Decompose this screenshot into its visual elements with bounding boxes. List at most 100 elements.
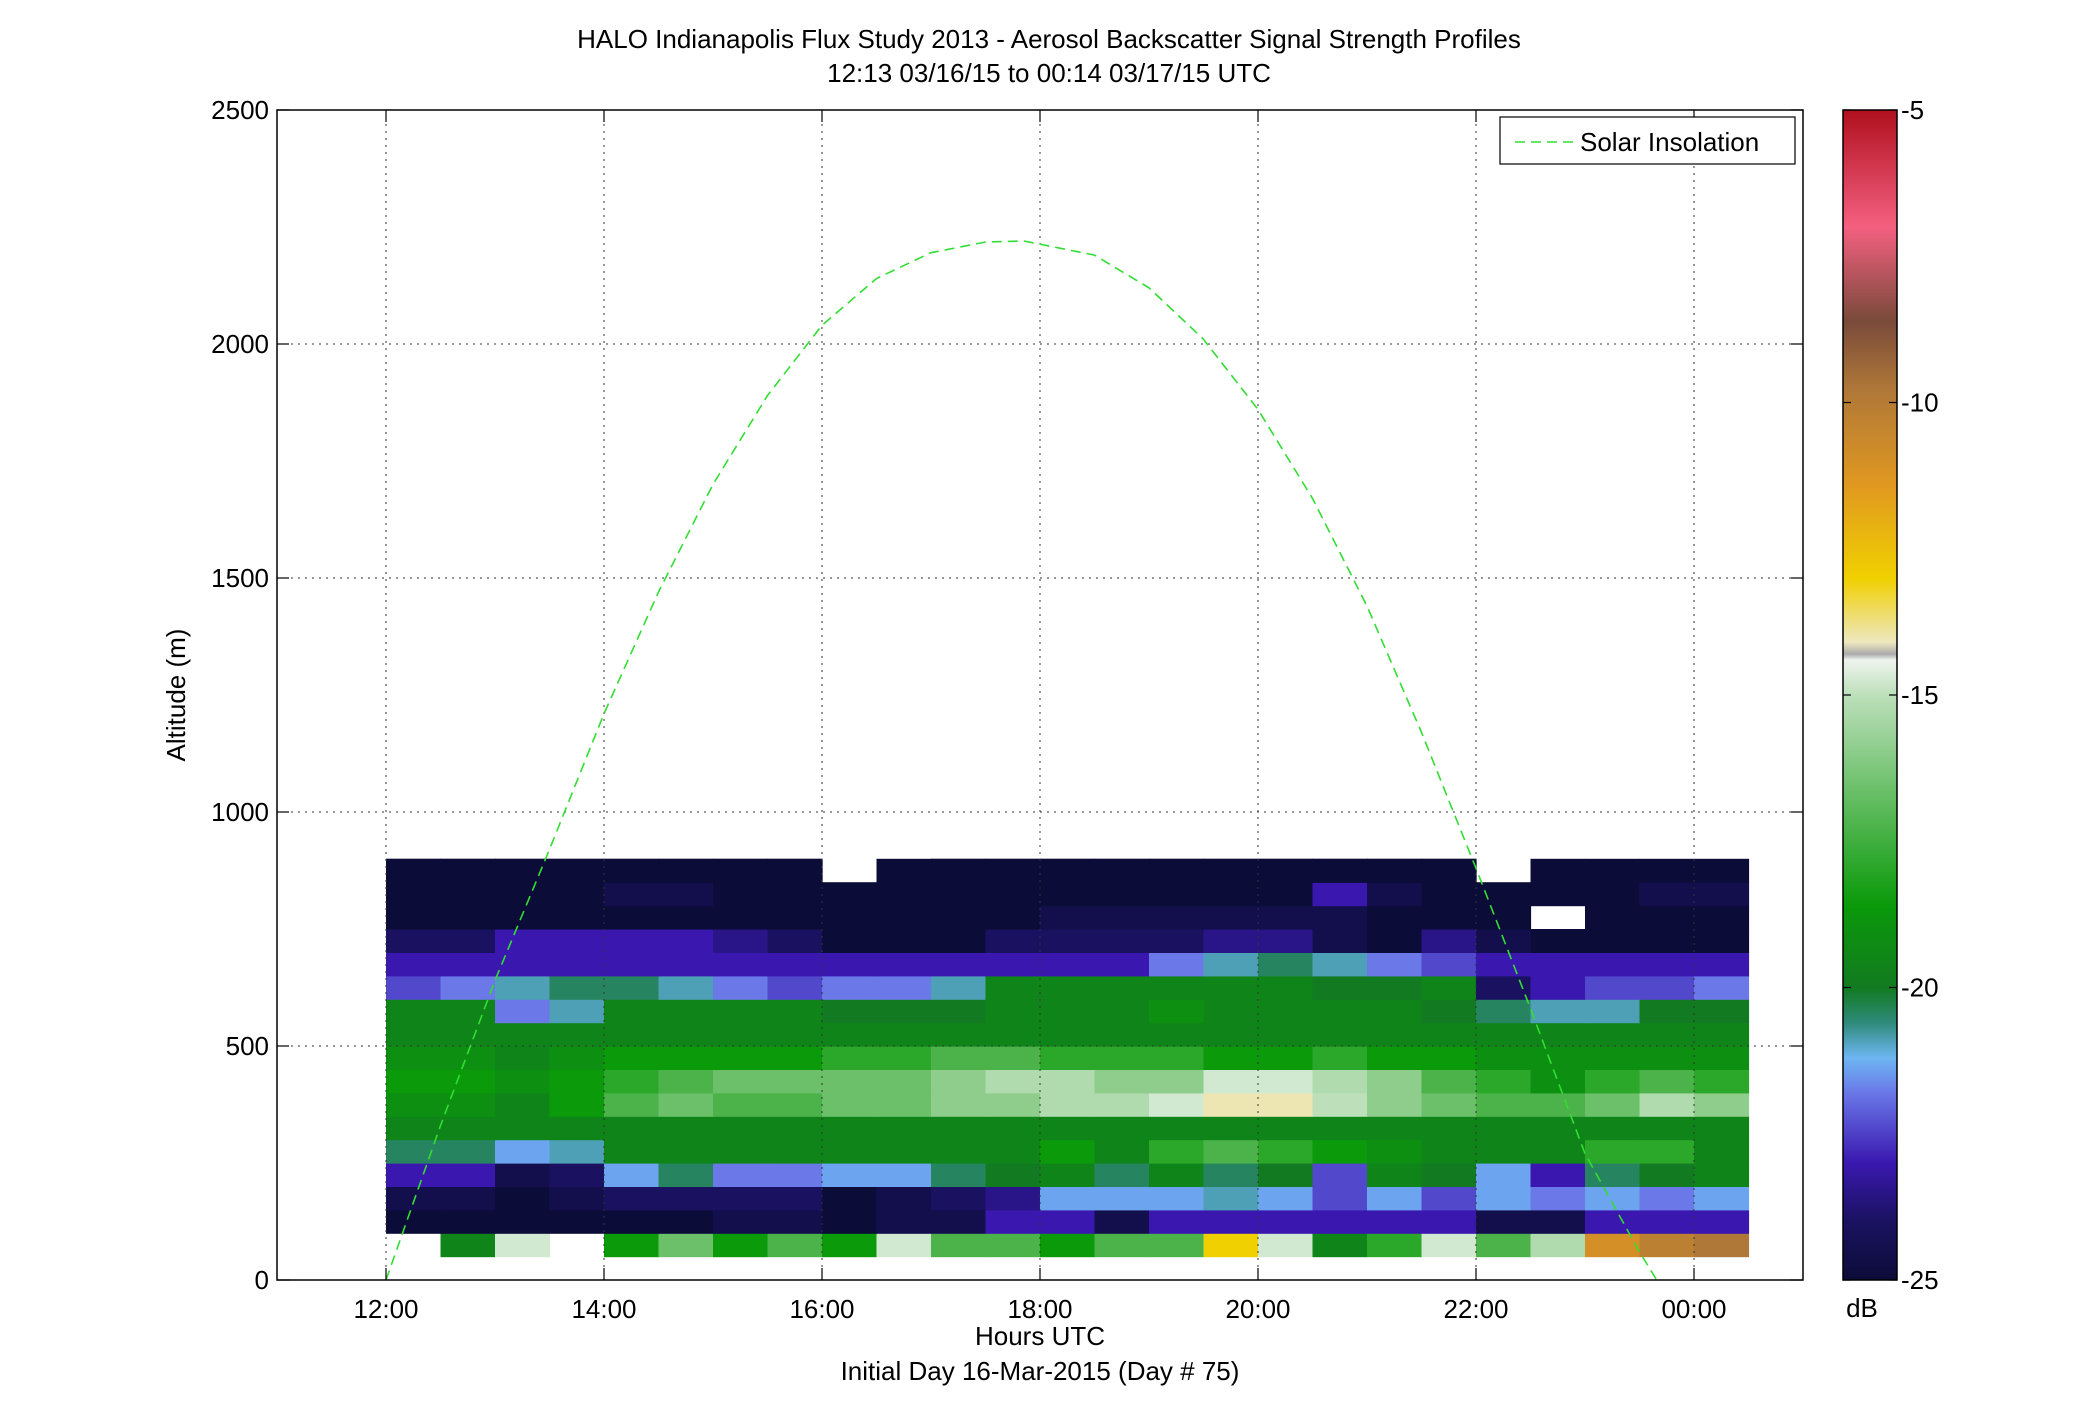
heatmap-cell <box>822 882 878 907</box>
heatmap-cell <box>1258 999 1314 1024</box>
heatmap-cell <box>1203 858 1259 883</box>
heatmap-cell <box>1476 1092 1532 1117</box>
heatmap-cell <box>1367 1233 1423 1258</box>
heatmap-cell <box>1203 1139 1259 1164</box>
heatmap-cell <box>1149 1233 1205 1258</box>
heatmap-cell <box>1639 858 1695 883</box>
heatmap-cell <box>658 1116 714 1141</box>
heatmap-cell <box>713 1186 769 1211</box>
heatmap-cell <box>1312 1139 1368 1164</box>
heatmap-cell <box>1367 858 1423 883</box>
heatmap-cell <box>1367 1116 1423 1141</box>
heatmap-cell <box>386 975 442 1000</box>
heatmap-cell <box>713 1209 769 1234</box>
heatmap-cell <box>713 1163 769 1187</box>
heatmap-cell <box>1312 999 1368 1024</box>
heatmap-cell <box>495 929 551 953</box>
heatmap-cell <box>1094 929 1150 953</box>
heatmap-cell <box>1312 1186 1368 1211</box>
heatmap-cell <box>1040 1069 1096 1094</box>
heatmap-cell <box>985 1209 1041 1234</box>
y-axis-label: Altitude (m) <box>161 629 191 762</box>
heatmap-cell <box>1476 1209 1532 1234</box>
heatmap-cell <box>985 1092 1041 1117</box>
heatmap-cell <box>1694 1209 1750 1234</box>
heatmap-cell <box>931 1069 987 1094</box>
heatmap-cell <box>985 929 1041 953</box>
heatmap-cell <box>1694 882 1750 907</box>
heatmap-cell <box>549 1022 605 1047</box>
heatmap-cell <box>767 1022 823 1047</box>
heatmap-cell <box>1530 952 1586 977</box>
heatmap-cell <box>1149 1186 1205 1211</box>
heatmap-cell <box>1421 975 1477 1000</box>
heatmap-cell <box>1312 1046 1368 1070</box>
heatmap-cell <box>1149 1139 1205 1164</box>
heatmap-cell <box>1312 929 1368 953</box>
heatmap-cell <box>1040 952 1096 977</box>
legend-label-solar: Solar Insolation <box>1580 127 1759 157</box>
heatmap-cell <box>1476 1046 1532 1070</box>
heatmap-cell <box>1585 882 1641 907</box>
heatmap-cell <box>985 952 1041 977</box>
y-tick-label: 2000 <box>211 329 269 359</box>
heatmap-cell <box>1040 1186 1096 1211</box>
heatmap-cell <box>713 1069 769 1094</box>
heatmap-cell <box>549 858 605 883</box>
heatmap-cell <box>713 999 769 1024</box>
heatmap-cell <box>1203 1163 1259 1187</box>
heatmap-cell <box>876 952 932 977</box>
heatmap-cell <box>604 929 660 953</box>
heatmap-cell <box>1040 1139 1096 1164</box>
heatmap-cell <box>386 882 442 907</box>
heatmap-cell <box>1639 1209 1695 1234</box>
heatmap-cell <box>985 1233 1041 1258</box>
heatmap-cell <box>876 929 932 953</box>
heatmap-cell <box>495 1139 551 1164</box>
heatmap-cell <box>440 1163 496 1187</box>
heatmap-cell <box>1639 1046 1695 1070</box>
heatmap-cell <box>1040 858 1096 883</box>
heatmap-cell <box>1421 929 1477 953</box>
heatmap-cell <box>1694 929 1750 953</box>
heatmap-cell <box>822 1139 878 1164</box>
heatmap-cell <box>1040 1022 1096 1047</box>
heatmap-cell <box>1040 1092 1096 1117</box>
heatmap-cell <box>931 858 987 883</box>
heatmap-cell <box>1639 1186 1695 1211</box>
heatmap-cell <box>1094 1209 1150 1234</box>
heatmap-cell <box>440 1069 496 1094</box>
heatmap-cell <box>1585 905 1641 930</box>
heatmap-cell <box>1694 858 1750 883</box>
heatmap-cell <box>1040 905 1096 930</box>
heatmap-cell <box>1694 1233 1750 1258</box>
heatmap-cell <box>604 1092 660 1117</box>
heatmap-cell <box>1530 1069 1586 1094</box>
y-tick-label: 2500 <box>211 95 269 125</box>
heatmap-cell <box>1367 1186 1423 1211</box>
heatmap-cell <box>1530 858 1586 883</box>
heatmap-cell <box>1094 999 1150 1024</box>
heatmap-cell <box>931 975 987 1000</box>
heatmap-cell <box>1639 882 1695 907</box>
heatmap-cell <box>1094 1233 1150 1258</box>
heatmap-cell <box>1258 1092 1314 1117</box>
heatmap-cell <box>1585 1209 1641 1234</box>
x-tick-label: 18:00 <box>1007 1294 1072 1324</box>
chart-title: HALO Indianapolis Flux Study 2013 - Aero… <box>577 24 1521 54</box>
chart-subtitle: 12:13 03/16/15 to 00:14 03/17/15 UTC <box>827 58 1271 88</box>
heatmap-cell <box>658 1046 714 1070</box>
heatmap-cell <box>931 905 987 930</box>
heatmap-cell <box>713 858 769 883</box>
heatmap-cell <box>1203 905 1259 930</box>
heatmap-cell <box>1149 999 1205 1024</box>
heatmap-cell <box>876 999 932 1024</box>
heatmap-cell <box>386 1209 442 1234</box>
heatmap-cell <box>1094 1116 1150 1141</box>
heatmap-cell <box>931 1022 987 1047</box>
heatmap-cell <box>1203 975 1259 1000</box>
heatmap-cell <box>1203 1046 1259 1070</box>
heatmap-cell <box>876 905 932 930</box>
heatmap-cell <box>1040 975 1096 1000</box>
